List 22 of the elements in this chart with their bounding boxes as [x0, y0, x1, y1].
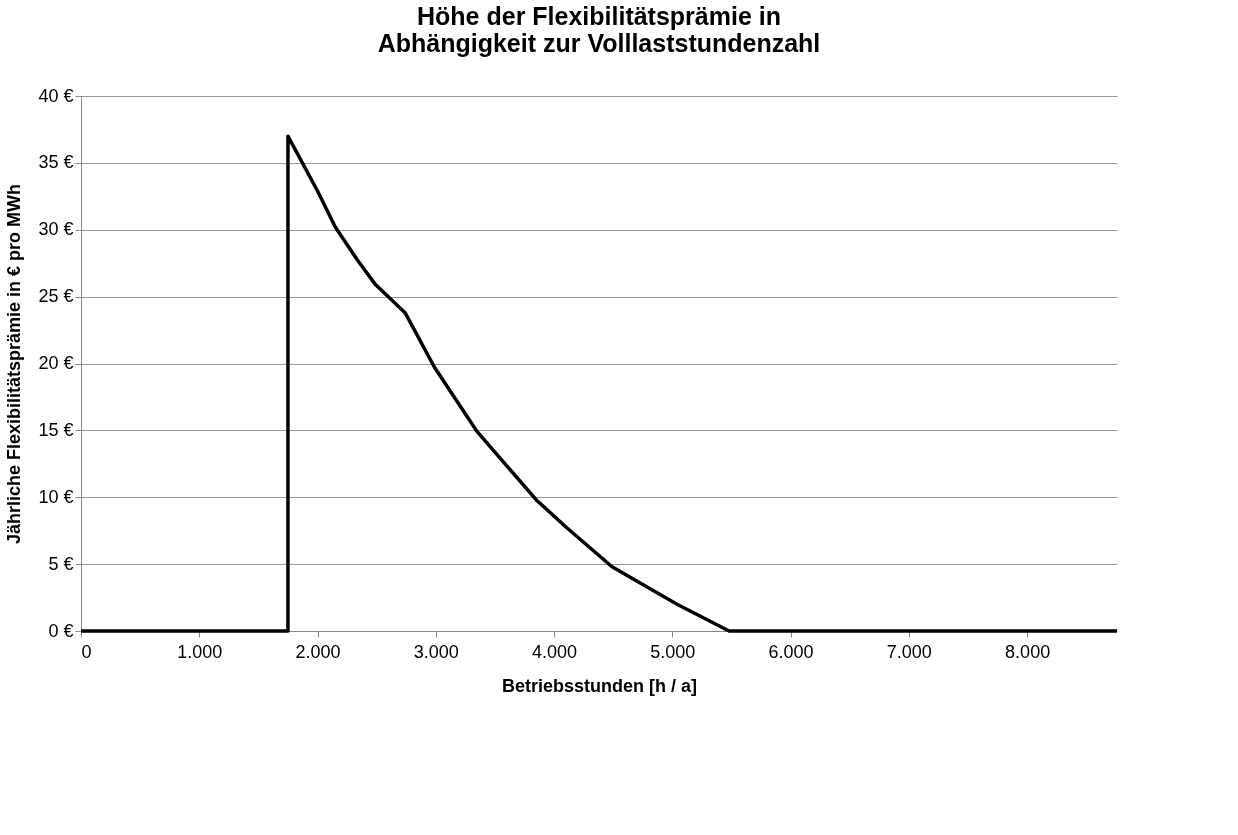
- x-tick-label: 2.000: [295, 641, 341, 662]
- x-tick-label: 3.000: [413, 641, 459, 662]
- y-tick-label: 20 €: [38, 353, 74, 373]
- x-tick-label: 6.000: [768, 641, 814, 662]
- x-axis-title: Betriebsstunden [h / a]: [501, 675, 698, 696]
- x-tick-label: 5.000: [650, 641, 696, 662]
- x-tick-label: 7.000: [886, 641, 932, 662]
- y-axis-title: Jährliche Flexibilitätsprämie in € pro MWh: [4, 183, 25, 545]
- text: Abhängigkeit zur Volllaststundenzahl: [377, 29, 821, 57]
- x-tick-label: 0: [81, 641, 92, 662]
- x-tick-label: 1.000: [177, 641, 223, 662]
- x-tick-label: 8.000: [1005, 641, 1051, 662]
- text: Höhe der Flexibilitätsprämie in: [417, 2, 781, 30]
- y-tick-label: 35 €: [38, 152, 74, 173]
- y-tick-label: 40 €: [38, 85, 74, 106]
- x-tick-label: 4.000: [532, 641, 578, 662]
- y-tick-label: 10 €: [38, 486, 74, 507]
- y-tick-label: 25 €: [38, 286, 74, 307]
- y-tick-label: 0 €: [48, 620, 74, 641]
- y-tick-label: 5 €: [48, 553, 74, 574]
- y-tick-label: 15 €: [38, 419, 74, 440]
- y-tick-label: 30 €: [38, 219, 74, 240]
